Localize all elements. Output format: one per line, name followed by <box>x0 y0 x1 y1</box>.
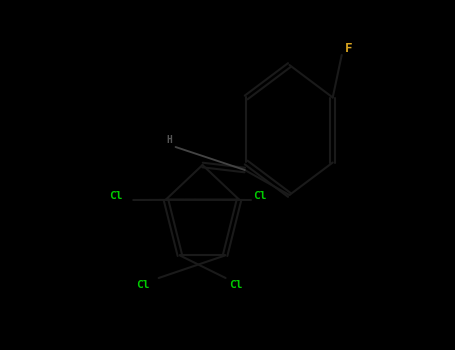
Text: Cl: Cl <box>253 191 267 201</box>
Text: H: H <box>167 135 172 145</box>
Text: Cl: Cl <box>136 280 150 290</box>
Text: Cl: Cl <box>229 280 243 290</box>
Text: F: F <box>345 42 353 55</box>
Text: Cl: Cl <box>109 191 122 201</box>
